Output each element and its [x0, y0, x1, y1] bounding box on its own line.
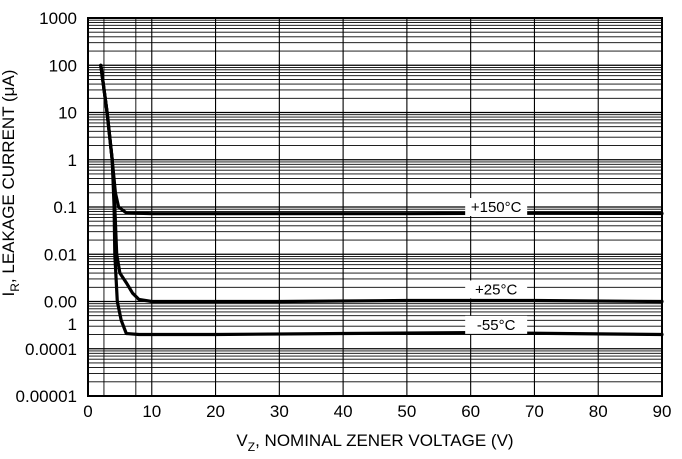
x-tick-label: 90 — [653, 402, 672, 421]
series-line-1 — [99, 63, 664, 304]
grid — [87, 18, 663, 397]
y-axis-label-main: I — [0, 292, 18, 297]
x-tick-label: 70 — [525, 402, 544, 421]
y-axis-label: IR, LEAKAGE CURRENT (μA) — [0, 70, 22, 297]
x-tick-label: 80 — [589, 402, 608, 421]
y-tick-label: 1 — [68, 315, 77, 334]
y-tick-label: 1 — [68, 151, 77, 170]
y-tick-label: 0.00001 — [16, 387, 77, 406]
x-axis-label-main: V — [236, 431, 248, 450]
series-line-0 — [99, 63, 664, 216]
x-tick-label: 60 — [461, 402, 480, 421]
x-axis-label-sub: Z — [248, 440, 255, 454]
series-label-box — [465, 198, 528, 216]
series-layer — [99, 63, 664, 337]
series-line-2 — [99, 63, 664, 337]
x-tick-label: 40 — [334, 402, 353, 421]
y-tick-label: 100 — [49, 56, 77, 75]
y-axis-label-sub: R — [8, 283, 22, 292]
x-tick-label: 20 — [206, 402, 225, 421]
series-label: +150°C — [471, 199, 522, 216]
y-tick-label: 0.1 — [53, 198, 77, 217]
x-axis-label-rest: , NOMINAL ZENER VOLTAGE (V) — [255, 431, 514, 450]
y-tick-label: 10 — [58, 104, 77, 123]
series-labels: +150°C +25°C -55°C — [465, 198, 528, 334]
series-label-box — [465, 315, 528, 334]
x-tick-label: 10 — [142, 402, 161, 421]
x-tick-label: 0 — [83, 402, 92, 421]
series-label-box — [465, 280, 528, 299]
series-label: -55°C — [477, 317, 516, 334]
x-tick-label: 30 — [270, 402, 289, 421]
y-axis-label-rest: , LEAKAGE CURRENT (μA) — [0, 70, 18, 284]
series-label: +25°C — [475, 281, 517, 298]
y-tick-label: 1000 — [39, 9, 77, 28]
x-axis-label: VZ, NOMINAL ZENER VOLTAGE (V) — [236, 431, 513, 454]
y-tick-label: 0.00 — [44, 293, 77, 312]
plot-frame — [87, 17, 663, 397]
y-tick-label: 0.01 — [44, 245, 77, 264]
x-tick-label: 50 — [397, 402, 416, 421]
y-tick-label: 0.0001 — [25, 340, 77, 359]
ticks: 0 10 20 30 40 50 60 70 80 90 1000 100 10 1 0.1 0.01 0.00… — [16, 9, 672, 421]
